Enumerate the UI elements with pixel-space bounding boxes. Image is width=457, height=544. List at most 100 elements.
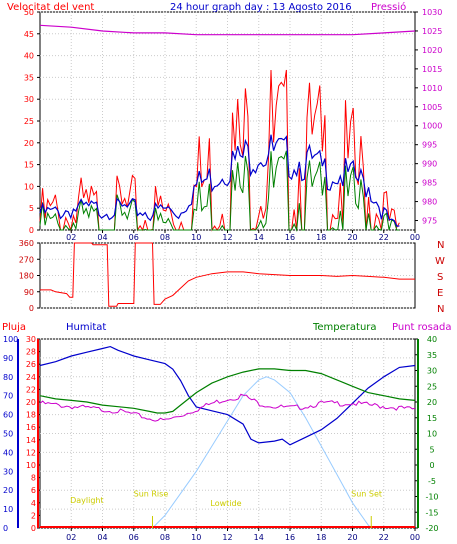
time-axis-tick-top-02: 02 [66, 233, 76, 242]
wind-axis-tick-50: 50 [24, 8, 34, 17]
humidity-axis-tick-80: 80 [3, 373, 13, 382]
annotation-1: Sun Rise [134, 490, 169, 499]
wind-direction-series [40, 242, 415, 307]
wind-axis-tick-20: 20 [24, 139, 34, 148]
time-axis-tick-top-06: 06 [129, 233, 139, 242]
time-axis-tick-bottom-08: 08 [160, 533, 170, 542]
time-axis-tick-top-04: 04 [97, 233, 107, 242]
time-axis-tick-top-14: 14 [254, 233, 264, 242]
temp-axis-tick--5: -5 [428, 477, 436, 486]
temp-axis-tick-40: 40 [427, 335, 437, 344]
temp-axis-tick-15: 15 [427, 414, 437, 423]
pressure-axis-tick-980: 980 [422, 198, 437, 207]
wind-axis-tick-35: 35 [24, 73, 34, 82]
pressure-axis-tick-1025: 1025 [422, 27, 442, 36]
rain-axis-tick-10: 10 [26, 461, 36, 470]
wind-axis-tick-10: 10 [24, 182, 34, 191]
pressure-axis-tick-1015: 1015 [422, 65, 442, 74]
compass-w: W [435, 256, 445, 267]
direction-axis-tick-0: 0 [29, 304, 34, 313]
dew-point-label: Punt rosada [392, 322, 451, 333]
rain-axis-tick-2: 2 [31, 511, 36, 520]
temp-axis-tick--20: -20 [425, 524, 438, 533]
wind-speed-label: Velocitat del vent [7, 2, 94, 13]
humidity-axis-tick-10: 10 [3, 505, 13, 514]
solar-radiation-series [152, 376, 372, 529]
time-axis-tick-bottom-16: 16 [285, 533, 295, 542]
time-axis-tick-bottom-00: 00 [410, 533, 420, 542]
rain-label: Pluja [2, 322, 26, 333]
temp-axis-tick-0: 0 [429, 461, 434, 470]
temp-axis-tick-20: 20 [427, 398, 437, 407]
pressure-axis-tick-1030: 1030 [422, 8, 442, 17]
rain-axis-tick-14: 14 [26, 436, 36, 445]
temp-axis-tick-25: 25 [427, 382, 437, 391]
humidity-series [39, 345, 416, 446]
humidity-axis-tick-70: 70 [3, 392, 13, 401]
humidity-axis-tick-60: 60 [3, 411, 13, 420]
compass-n-top: N [437, 240, 444, 251]
annotation-3: Sun Set [351, 490, 382, 499]
wind-axis-tick-25: 25 [24, 117, 34, 126]
time-axis-tick-top-16: 16 [285, 233, 295, 242]
time-axis-tick-bottom-20: 20 [347, 533, 357, 542]
time-axis-tick-bottom-12: 12 [222, 533, 232, 542]
temp-axis-tick-5: 5 [429, 445, 434, 454]
humidity-axis-tick-40: 40 [3, 448, 13, 457]
humidity-axis-tick-100: 100 [3, 335, 18, 344]
time-axis-tick-top-10: 10 [191, 233, 201, 242]
humidity-label: Humitat [66, 322, 106, 333]
pressure-axis-tick-990: 990 [422, 160, 437, 169]
rain-axis-tick-22: 22 [26, 385, 36, 394]
annotation-2: Lowtide [210, 499, 241, 508]
wind-axis-tick-15: 15 [24, 161, 34, 170]
wind-axis-tick-45: 45 [24, 30, 34, 39]
time-axis-tick-bottom-14: 14 [254, 533, 264, 542]
humidity-axis-tick-20: 20 [3, 486, 13, 495]
series-layer: Daylight Sun Rise Lowtide Sun Set [39, 24, 416, 529]
time-axis-tick-top-20: 20 [347, 233, 357, 242]
rain-axis-tick-24: 24 [26, 373, 36, 382]
time-axis-tick-bottom-02: 02 [66, 533, 76, 542]
wind-axis-tick-30: 30 [24, 95, 34, 104]
temp-axis-tick-35: 35 [427, 351, 437, 360]
humidity-axis-tick-30: 30 [3, 467, 13, 476]
compass-e: E [437, 288, 443, 299]
rain-axis-tick-16: 16 [26, 423, 36, 432]
time-axis-tick-bottom-22: 22 [379, 533, 389, 542]
ticks-layer: 0510152025303540455097598098599099510001… [3, 8, 442, 542]
pressure-axis-tick-1010: 1010 [422, 84, 442, 93]
direction-axis-tick-90: 90 [24, 288, 34, 297]
wind-axis-tick-40: 40 [24, 52, 34, 61]
rain-axis-tick-4: 4 [31, 499, 36, 508]
dew-point-series [39, 393, 416, 422]
humidity-axis-tick-50: 50 [3, 430, 13, 439]
time-axis-tick-top-00: 00 [410, 233, 420, 242]
rain-axis-tick-30: 30 [26, 335, 36, 344]
time-axis-tick-top-12: 12 [222, 233, 232, 242]
time-axis-tick-bottom-06: 06 [129, 533, 139, 542]
compass-n-bottom: N [437, 304, 444, 315]
temp-axis-tick-30: 30 [427, 367, 437, 376]
annotation-0: Daylight [70, 496, 104, 505]
pressure-axis-tick-1020: 1020 [422, 46, 442, 55]
direction-axis-tick-270: 270 [19, 255, 34, 264]
rain-axis-tick-6: 6 [31, 486, 36, 495]
chart-title: 24 hour graph day : 13 Agosto 2016 [170, 2, 352, 13]
humidity-axis-tick-90: 90 [3, 354, 13, 363]
humidity-axis-tick-0: 0 [3, 524, 8, 533]
rain-axis-tick-18: 18 [26, 411, 36, 420]
pressure-axis-tick-985: 985 [422, 179, 437, 188]
time-axis-tick-bottom-10: 10 [191, 533, 201, 542]
direction-axis-tick-360: 360 [19, 239, 34, 248]
wind-axis-tick-5: 5 [29, 204, 34, 213]
rain-axis-tick-28: 28 [26, 348, 36, 357]
pressure-axis-tick-975: 975 [422, 217, 437, 226]
pressure-axis-tick-995: 995 [422, 141, 437, 150]
rain-axis-tick-8: 8 [31, 474, 36, 483]
rain-axis-tick-12: 12 [26, 448, 36, 457]
rain-axis-tick-20: 20 [26, 398, 36, 407]
time-axis-tick-top-22: 22 [379, 233, 389, 242]
rain-axis-tick-26: 26 [26, 360, 36, 369]
